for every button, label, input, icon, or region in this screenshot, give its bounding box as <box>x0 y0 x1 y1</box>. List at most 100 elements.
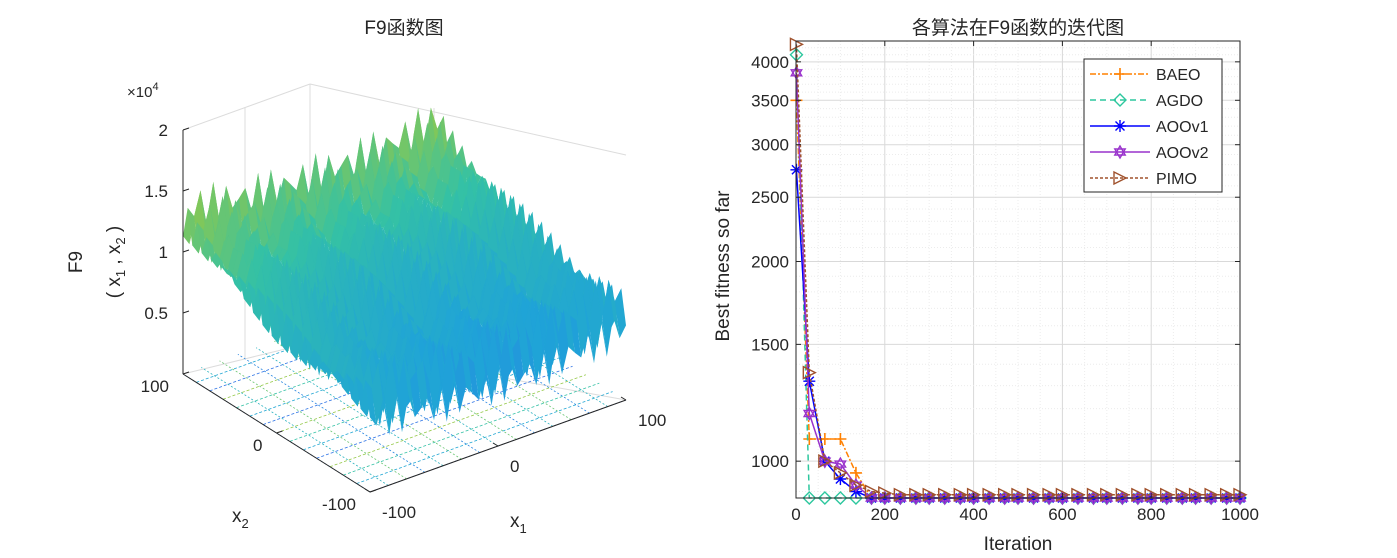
surface-patch <box>608 279 620 339</box>
legend-entry: AOOv1 <box>1090 119 1209 136</box>
surface-patch <box>378 215 390 229</box>
surface-patch <box>289 233 301 274</box>
surface-patch <box>550 303 562 375</box>
surface-patch <box>276 248 288 262</box>
surface-patch <box>534 275 546 309</box>
z-tick-label: 2 <box>159 121 168 140</box>
surface-patch <box>472 308 484 324</box>
marker-diamond <box>817 491 832 505</box>
surface-patch <box>467 356 479 400</box>
marker-asterisk <box>1114 120 1126 132</box>
surface-patch <box>544 303 556 385</box>
surface-patch <box>226 247 238 277</box>
y-tick-label: 3000 <box>751 136 789 155</box>
surface-patch <box>324 209 336 248</box>
y-tick-label: 2500 <box>751 188 789 207</box>
surface-patch <box>416 360 428 408</box>
legend-label: AGDO <box>1156 93 1203 110</box>
surface-patch <box>512 337 524 386</box>
surface-patch <box>602 279 614 357</box>
surface-patch <box>311 222 323 242</box>
surface-patch <box>480 336 492 406</box>
convergence-plot: 各算法在F9函数的迭代图 0 200 400 600 800 1000 1000 1500 20… <box>713 17 1259 555</box>
surface-patch <box>371 362 383 426</box>
contour-line <box>316 365 573 459</box>
surface-patch <box>414 182 426 201</box>
surface-patch <box>374 212 386 227</box>
surface-patch <box>365 380 377 426</box>
x-tick-label: 0 <box>791 505 800 524</box>
surface-patch <box>262 232 274 251</box>
surface-patch <box>365 328 377 357</box>
contour-line <box>219 360 407 480</box>
surface-patch <box>426 166 438 206</box>
surface-patch <box>369 199 381 223</box>
surface-patch <box>538 309 550 385</box>
surface-patch <box>410 370 422 418</box>
surface-patch <box>318 361 330 374</box>
surface-patch <box>493 325 505 401</box>
surface-patch <box>257 217 269 251</box>
surface-patch <box>589 280 601 364</box>
legend-label: AOOv2 <box>1156 145 1209 162</box>
surface-patch <box>506 327 518 386</box>
x1-tick <box>364 488 371 493</box>
z-tick <box>182 310 190 314</box>
surface-patch <box>570 315 582 358</box>
surface-patch <box>454 350 466 413</box>
marker-hexagram <box>802 406 816 421</box>
surface-patch <box>521 290 533 304</box>
surface-patch <box>391 198 403 239</box>
x2-tick-label: -100 <box>322 495 356 514</box>
surface-patch <box>614 288 626 339</box>
surface-patch <box>576 293 588 358</box>
surface-patch <box>531 309 543 386</box>
surface-patch <box>595 280 607 357</box>
surface-patch <box>474 336 486 400</box>
y-tick-label: 3500 <box>751 91 789 110</box>
svg-text:F9: F9 <box>66 251 87 273</box>
legend-label: AOOv1 <box>1156 119 1209 136</box>
surface-patch <box>442 341 454 422</box>
marker-triangle-right <box>849 478 864 493</box>
surface-patch <box>431 178 443 209</box>
z-tick <box>182 188 190 192</box>
z-tick-label: 1 <box>159 243 168 262</box>
marker-asterisk <box>834 473 847 485</box>
surface-patch <box>329 343 341 377</box>
surface-patch <box>266 232 278 256</box>
x1-tick-label: -100 <box>382 503 416 522</box>
marker-triangle-right <box>864 484 880 499</box>
floor-axis-ticks: -100 0 100 -100 0 100 <box>141 371 666 522</box>
x-tick-label: 400 <box>959 505 987 524</box>
z-tick-label: 0.5 <box>144 304 168 323</box>
marker-plus <box>803 433 816 446</box>
surface-patch <box>384 354 396 435</box>
surface-plot-title: F9函数图 <box>364 17 443 39</box>
marker-diamond <box>1113 93 1127 107</box>
legend: BAEO AGDO AOOv1 AOOv2 PIMO <box>1083 58 1223 193</box>
surface-patch <box>422 166 434 200</box>
marker-triangle-right <box>818 454 833 469</box>
legend-entry: AOOv2 <box>1090 144 1209 162</box>
surface-patch <box>417 150 429 200</box>
x2-tick <box>182 371 190 375</box>
surface-patch <box>525 262 537 306</box>
surface-patch <box>422 360 434 421</box>
x1-tick <box>620 396 627 401</box>
contour-line <box>237 353 426 473</box>
surface-patch <box>557 309 569 375</box>
marker-diamond <box>802 491 817 505</box>
x-tick-label: 800 <box>1137 505 1165 524</box>
y-tick-label: 1000 <box>751 452 789 471</box>
marker-plus <box>849 466 862 479</box>
contour-line <box>343 382 600 476</box>
marker-triangle-right <box>1113 170 1128 186</box>
surface-patch <box>327 368 339 383</box>
x1-axis-label: x1 <box>510 511 527 536</box>
series-line <box>795 44 1240 496</box>
surface-patch <box>220 265 232 277</box>
x-tick-label: 1000 <box>1221 505 1259 524</box>
contour-line <box>356 391 613 484</box>
